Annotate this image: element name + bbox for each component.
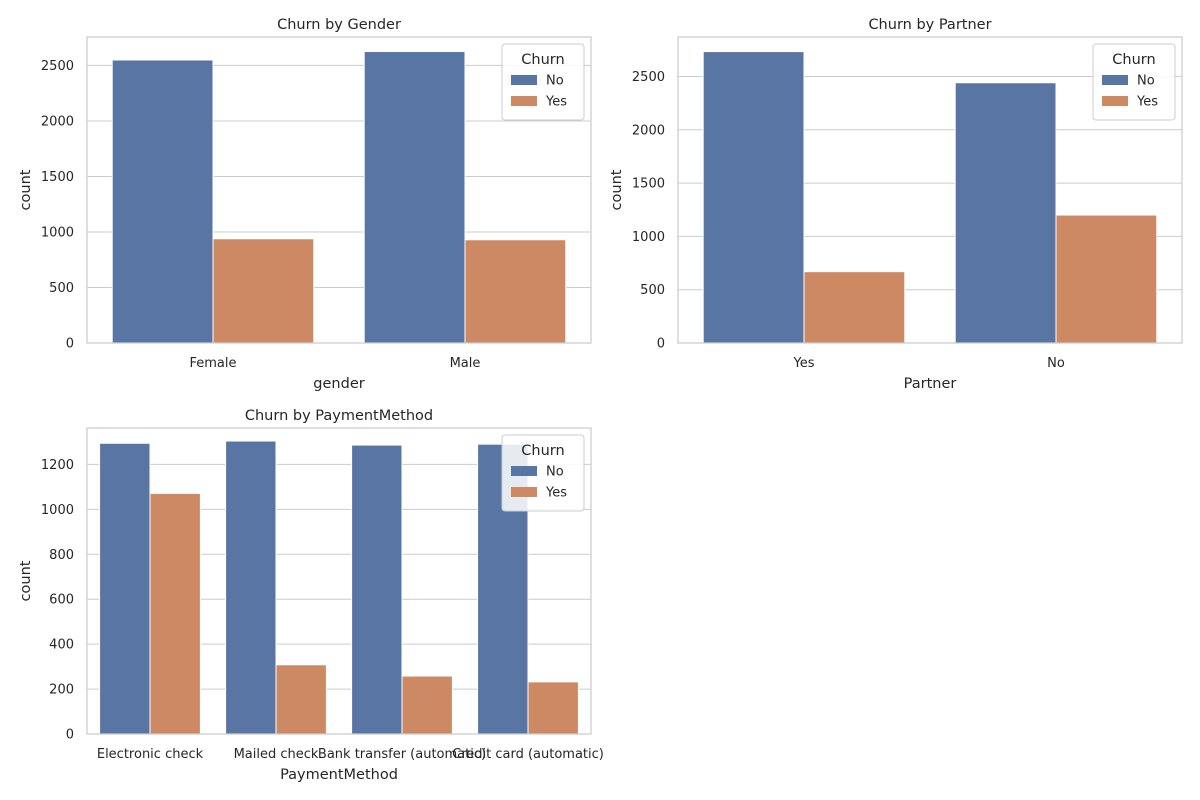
bar-yes-0	[149, 492, 201, 735]
legend-title: Churn	[521, 52, 564, 68]
axes-frame	[677, 36, 1183, 344]
legend-swatch-no	[511, 466, 537, 476]
legend-entry: Yes	[1136, 95, 1158, 110]
y-tick-label: 1500	[41, 170, 74, 185]
chart-0: 0 500 1000 1500 2000 2500 Female Male Churn by G…	[18, 17, 592, 392]
legend-swatch-yes	[511, 487, 537, 497]
y-tick-label: 1000	[41, 503, 74, 518]
legend-swatch-yes	[1102, 96, 1128, 106]
legend: Churn No Yes	[501, 434, 585, 512]
y-tick-label: 1200	[41, 458, 74, 473]
y-tick-label: 1500	[632, 177, 665, 192]
chart-2: 0 200 400 600 800 1000 1200 Electronic check Mai…	[18, 408, 604, 783]
y-tick-label: 200	[49, 683, 74, 698]
axes-frame	[86, 427, 592, 735]
legend-entry: No	[546, 465, 564, 480]
bar-no-2	[351, 444, 403, 735]
x-tick-label: No	[1047, 356, 1065, 371]
x-tick-label: Electronic check	[97, 747, 204, 762]
legend-swatch-yes	[511, 96, 537, 106]
legend-entry: No	[546, 74, 564, 89]
bar-yes-0	[212, 238, 315, 344]
legend-swatch-no	[1102, 75, 1128, 85]
axes-frame	[86, 36, 592, 344]
chart-1: 0 500 1000 1500 2000 2500 Yes No Churn by Partne…	[609, 17, 1183, 392]
y-tick-label: 400	[49, 638, 74, 653]
legend-title: Churn	[1112, 52, 1155, 68]
y-tick-label: 600	[49, 593, 74, 608]
bar-yes-2	[401, 675, 453, 735]
x-tick-label: Mailed check	[234, 747, 319, 762]
legend-entry: Yes	[545, 95, 567, 110]
y-tick-label: 0	[657, 337, 665, 352]
legend-swatch-no	[511, 75, 537, 85]
y-axis-label: count	[609, 169, 625, 210]
y-tick-label: 2000	[41, 114, 74, 129]
bar-no-0	[99, 442, 151, 735]
y-tick-label: 1000	[41, 225, 74, 240]
x-tick-label: Credit card (automatic)	[452, 747, 604, 762]
chart-title: Churn by Gender	[277, 17, 401, 33]
y-tick-label: 0	[66, 337, 74, 352]
bar-yes-3	[527, 681, 579, 735]
y-axis-label: count	[18, 169, 34, 210]
y-tick-label: 1000	[632, 230, 665, 245]
bar-yes-1	[275, 664, 327, 735]
bar-no-0	[702, 51, 805, 344]
x-tick-label: Female	[189, 356, 236, 371]
y-tick-label: 0	[66, 728, 74, 743]
y-axis-label: count	[18, 560, 34, 601]
y-tick-label: 2500	[632, 70, 665, 85]
x-axis-label: gender	[313, 376, 364, 392]
legend: Churn No Yes	[1092, 43, 1176, 121]
x-tick-label: Bank transfer (automatic)	[318, 747, 486, 762]
x-tick-label: Male	[450, 356, 481, 371]
bar-no-1	[954, 82, 1057, 344]
y-tick-label: 2000	[632, 123, 665, 138]
chart-title: Churn by Partner	[868, 17, 991, 33]
bar-yes-0	[803, 271, 906, 344]
y-tick-label: 2500	[41, 59, 74, 74]
y-tick-label: 500	[640, 283, 665, 298]
legend: Churn No Yes	[501, 43, 585, 121]
y-tick-label: 500	[49, 281, 74, 296]
x-axis-label: Partner	[904, 376, 957, 392]
x-axis-label: PaymentMethod	[280, 767, 398, 783]
bar-no-0	[111, 59, 214, 344]
bar-yes-1	[1055, 214, 1158, 344]
legend-entry: No	[1137, 74, 1155, 89]
legend-title: Churn	[521, 443, 564, 459]
legend-entry: Yes	[545, 486, 567, 501]
chart-title: Churn by PaymentMethod	[245, 408, 433, 424]
bar-no-1	[363, 51, 466, 344]
y-tick-label: 800	[49, 548, 74, 563]
x-tick-label: Yes	[793, 356, 815, 371]
bar-no-1	[225, 440, 277, 735]
bar-yes-1	[464, 239, 567, 344]
